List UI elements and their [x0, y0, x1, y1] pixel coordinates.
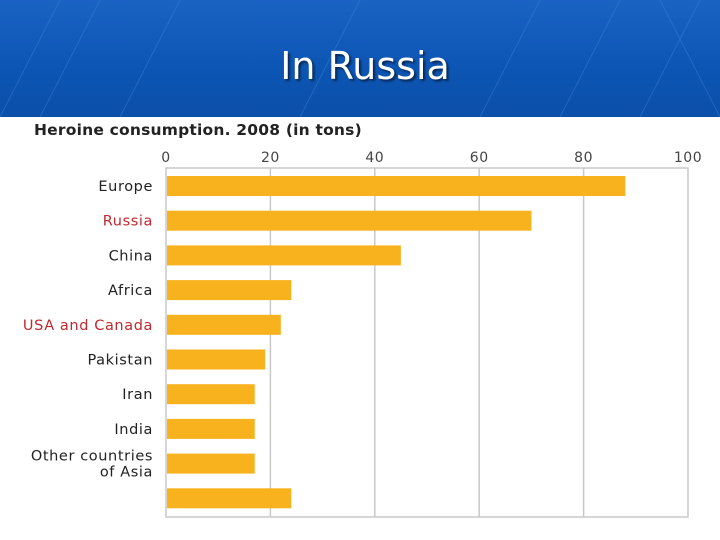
bar — [167, 453, 255, 474]
x-tick-label: 80 — [574, 150, 593, 166]
category-label: China — [109, 248, 153, 264]
x-tick-label: 40 — [365, 150, 384, 166]
bar — [167, 314, 281, 335]
category-label: Africa — [108, 283, 153, 299]
plot-frame — [165, 167, 689, 518]
category-label: Europe — [98, 179, 153, 195]
bar — [167, 349, 266, 370]
category-label: Pakistan — [87, 353, 153, 369]
category-label: India — [114, 422, 153, 438]
bar — [167, 176, 626, 196]
bar-chart: 0 20 40 60 80 100 Europe Russia China Africa USA a… — [23, 150, 702, 518]
category-label: Iran — [122, 387, 153, 403]
slide-header: In Russia — [0, 0, 720, 117]
x-tick-label: 60 — [470, 150, 489, 166]
bar — [167, 280, 292, 301]
category-label: Russia — [103, 214, 153, 230]
x-tick-label: 0 — [161, 150, 170, 166]
bar — [167, 418, 255, 439]
x-tick-label: 100 — [674, 150, 702, 166]
bar — [167, 245, 401, 266]
category-label: of Asia — [100, 465, 153, 481]
chart-title: Heroine consumption. 2008 (in tons) — [34, 121, 362, 139]
category-label: Other countries — [31, 449, 153, 465]
bar — [167, 384, 255, 405]
x-tick-label: 20 — [261, 150, 280, 166]
slide-title: In Russia — [280, 44, 450, 88]
category-label: USA and Canada — [23, 318, 153, 334]
header-decoration — [0, 0, 720, 117]
bar — [167, 210, 532, 231]
bar — [167, 488, 292, 509]
